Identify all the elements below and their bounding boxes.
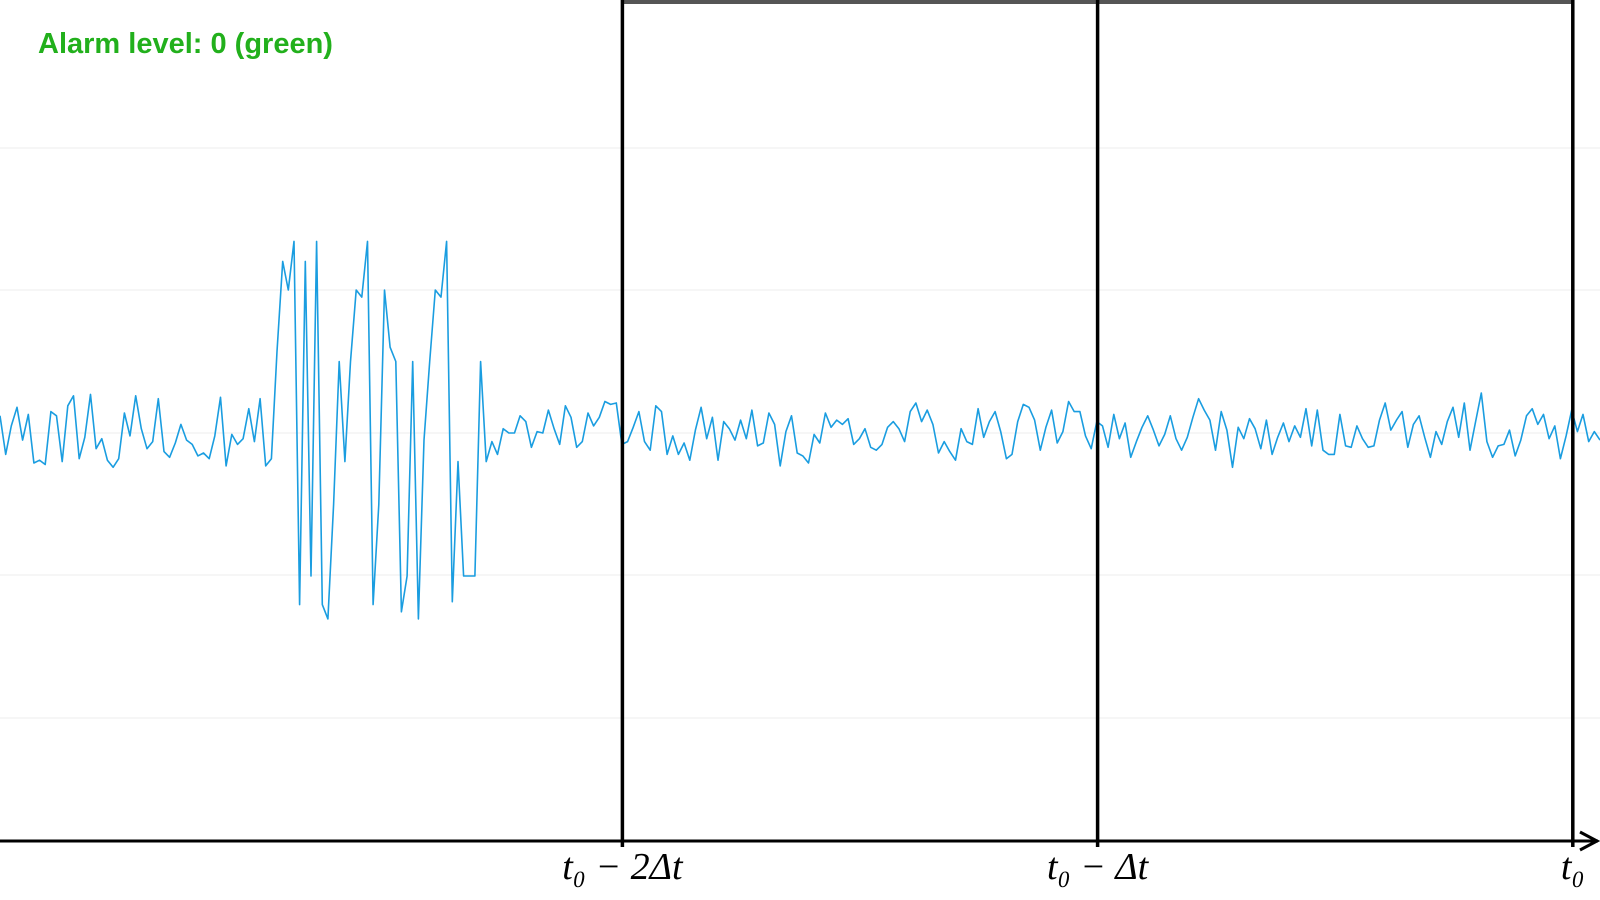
- window-boundary-lines: [620, 0, 1575, 847]
- x-tick-label: t₀ − 2Δt: [562, 846, 684, 888]
- x-tick-label: t₀ − Δt: [1047, 846, 1150, 888]
- chart-gridlines: [0, 147, 1600, 719]
- x-axis-tick-labels: t₀ − 2Δt t₀ − Δt t₀: [562, 846, 1584, 888]
- signal-series-line: [0, 240, 1600, 620]
- x-axis-arrowhead: [1579, 830, 1600, 852]
- alarm-status-label: Alarm level: 0 (green): [38, 28, 333, 60]
- x-tick-label: t₀: [1561, 846, 1585, 888]
